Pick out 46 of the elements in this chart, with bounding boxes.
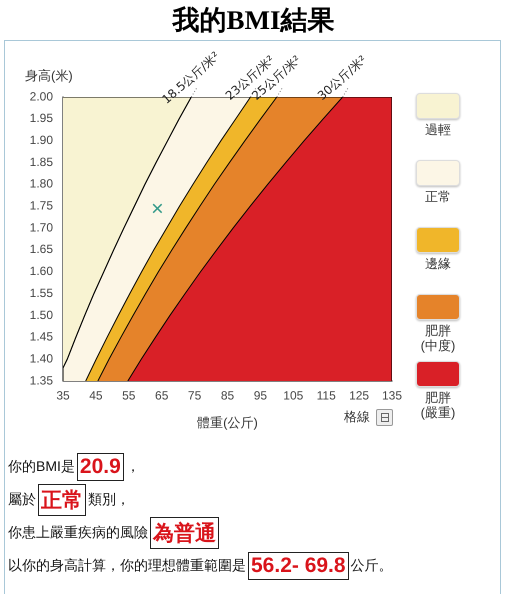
y-tick-label: 1.75 [30, 198, 54, 213]
y-tick-label: 1.65 [30, 242, 54, 256]
y-tick-label: 1.45 [30, 330, 54, 344]
text: 格線 [344, 408, 370, 426]
x-tick-label: 65 [155, 388, 169, 403]
x-tick-label: 125 [349, 388, 370, 403]
y-tick-label: 1.50 [30, 308, 54, 322]
x-tick-label: 55 [122, 388, 136, 403]
legend-label: 正常 [424, 189, 452, 204]
x-tick-label: 115 [316, 388, 336, 403]
chart-title: 我的BMI結果 [171, 4, 336, 37]
y-tick-label: 1.40 [30, 351, 54, 366]
x-tick-label: 45 [89, 388, 103, 403]
legend-label: 肥胖(中度) [420, 323, 456, 353]
text: 公斤。 [350, 556, 393, 574]
text: ， [126, 458, 140, 476]
legend-label: 邊緣 [424, 256, 452, 271]
x-tick-label: 75 [188, 388, 202, 403]
annotation: 30公斤/米² [314, 52, 370, 103]
x-tick-label: 95 [254, 388, 268, 403]
y-tick-label: 1.95 [30, 111, 54, 126]
y-tick-label: 1.35 [30, 373, 54, 388]
text: 類別， [88, 490, 130, 508]
text: 肥胖(嚴重) [420, 390, 456, 420]
x-tick-label: 105 [283, 388, 304, 403]
text: 以你的身高計算，你的理想體重範圍是 [8, 556, 246, 574]
text: 屬於 [8, 490, 36, 508]
y-tick-label: 1.55 [30, 286, 54, 300]
y-tick-label: 1.90 [30, 133, 54, 148]
y-tick-label: 1.85 [30, 154, 54, 169]
y-tick-label: 1.60 [30, 264, 54, 278]
y-axis-title: 身高(米) [25, 67, 73, 85]
text: 56.2- 69.8 [248, 552, 349, 580]
y-tick-label: 1.80 [30, 176, 54, 191]
text: 20.9 [76, 452, 124, 480]
text: 正常 [38, 484, 86, 516]
y-tick-label: 1.70 [30, 220, 54, 234]
y-tick-label: 2.00 [30, 89, 54, 104]
text: 你患上嚴重疾病的風險 [8, 524, 148, 542]
x-tick-label: 85 [220, 388, 234, 403]
x-tick-label: 35 [56, 388, 70, 403]
text: 為普通 [150, 516, 219, 548]
x-axis-title: 體重(公斤) [197, 414, 258, 430]
x-tick-label: 135 [382, 388, 402, 403]
legend-label: 過輕 [424, 122, 452, 137]
text: 你的BMI是 [8, 458, 75, 476]
